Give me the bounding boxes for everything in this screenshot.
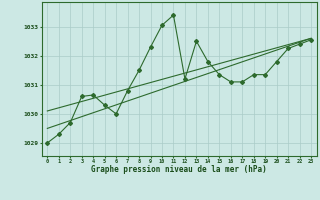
X-axis label: Graphe pression niveau de la mer (hPa): Graphe pression niveau de la mer (hPa) <box>91 165 267 174</box>
